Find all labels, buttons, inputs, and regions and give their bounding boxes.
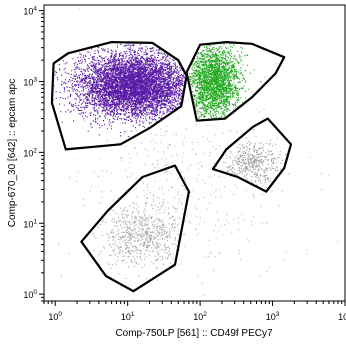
x-tick-label: 103 <box>266 311 280 322</box>
data-points <box>52 7 339 296</box>
gate-polygon-0 <box>50 40 188 151</box>
y-tick-base: 10 <box>23 77 33 87</box>
y-tick-base: 10 <box>23 290 33 300</box>
x-tick-label: 100 <box>48 311 62 322</box>
x-tick-exponent: 2 <box>203 311 207 318</box>
y-tick-exponent: 0 <box>33 289 37 296</box>
population-3 <box>92 186 185 280</box>
gate-polygon-1 <box>185 40 286 122</box>
x-axis-label: Comp-750LP [561] :: CD49f PECy7 <box>115 328 273 339</box>
y-tick-label: 104 <box>23 6 37 17</box>
x-tick-exponent: 3 <box>276 311 280 318</box>
y-tick-base: 10 <box>23 7 33 17</box>
y-tick-exponent: 2 <box>33 147 37 154</box>
y-tick-label: 100 <box>23 289 37 300</box>
y-tick-exponent: 1 <box>33 218 37 225</box>
y-tick-label: 102 <box>23 147 37 158</box>
x-tick-label: 104 <box>338 311 346 322</box>
population-2-dots <box>214 129 288 191</box>
population-2 <box>214 129 288 191</box>
x-tick-exponent: 0 <box>58 311 62 318</box>
y-axis-label: Comp-670_30 [642] :: epcam apc <box>7 79 18 227</box>
population-1-dots <box>187 42 262 121</box>
population-0-dots <box>52 42 187 138</box>
y-tick-label: 103 <box>23 76 37 87</box>
x-tick-exponent: 1 <box>131 311 135 318</box>
population-0 <box>52 42 187 138</box>
x-tick-base: 10 <box>266 312 276 322</box>
x-tick-base: 10 <box>121 312 131 322</box>
gate-polygon-2 <box>211 117 293 193</box>
population-3-dots <box>92 186 185 280</box>
x-tick-label: 102 <box>193 311 207 322</box>
y-tick-base: 10 <box>23 148 33 158</box>
x-tick-base: 10 <box>193 312 203 322</box>
y-tick-base: 10 <box>23 219 33 229</box>
gates <box>50 40 293 293</box>
x-tick-base: 10 <box>338 312 346 322</box>
plot-frame <box>43 4 346 302</box>
x-tick-label: 101 <box>121 311 135 322</box>
x-tick-base: 10 <box>48 312 58 322</box>
gate-polygon-3 <box>80 164 190 293</box>
y-tick-exponent: 3 <box>33 76 37 83</box>
population-1 <box>187 42 262 121</box>
y-tick-exponent: 4 <box>33 6 37 13</box>
axes: 100101102103104100101102103104 <box>23 6 346 322</box>
y-tick-label: 101 <box>23 218 37 229</box>
